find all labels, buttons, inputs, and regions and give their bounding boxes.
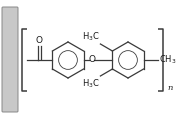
Text: O: O — [88, 55, 95, 64]
FancyBboxPatch shape — [2, 7, 18, 112]
Text: CH$_3$: CH$_3$ — [159, 54, 176, 66]
Text: H$_3$C: H$_3$C — [82, 77, 99, 89]
Text: H$_3$C: H$_3$C — [82, 30, 99, 43]
Text: O: O — [36, 36, 43, 45]
Text: n: n — [167, 84, 172, 92]
